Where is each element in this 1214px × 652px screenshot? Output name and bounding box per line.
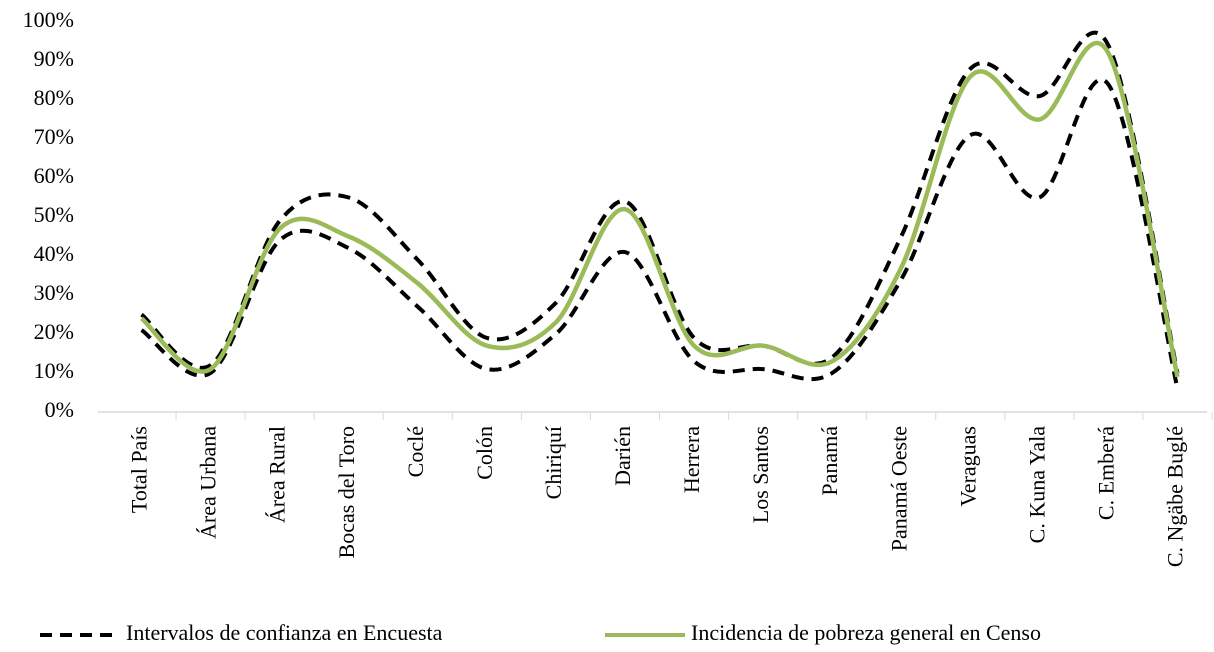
x-tick-label: Área Urbana [196,426,221,539]
x-tick-label: Veraguas [955,426,980,507]
series-line [140,40,1180,378]
series-line [140,77,1180,390]
x-tick-label: C. Emberá [1093,426,1118,520]
x-tick-label: Herrera [679,426,704,493]
y-tick-label: 70% [34,124,74,149]
y-tick-label: 80% [34,85,74,110]
y-tick-label: 10% [34,358,74,383]
x-tick-label: Coclé [403,426,428,477]
y-tick-label: 100% [23,7,74,32]
x-tick-label: Panamá [817,426,842,496]
x-tick-label: Chiriquí [541,426,566,499]
x-tick-label: C. Ngäbe Buglé [1163,426,1188,567]
y-tick-label: 90% [34,46,74,71]
y-tick-label: 60% [34,163,74,188]
x-tick-label: Área Rural [265,426,290,523]
y-tick-label: 30% [34,280,74,305]
y-tick-label: 50% [34,202,74,227]
legend-label: Intervalos de confianza en Encuesta [126,620,443,645]
y-tick-label: 20% [34,319,74,344]
x-tick-label: Total País [127,426,152,513]
x-tick-label: Colón [472,426,497,480]
legend-label: Incidencia de pobreza general en Censo [691,620,1041,645]
series-line [140,30,1180,374]
x-tick-label: Darién [610,426,635,486]
x-tick-label: Bocas del Toro [334,426,359,558]
y-tick-label: 40% [34,241,74,266]
x-tick-label: C. Kuna Yala [1024,426,1049,544]
x-tick-label: Panamá Oeste [886,426,911,551]
x-tick-label: Los Santos [748,426,773,523]
y-tick-label: 0% [45,397,74,422]
